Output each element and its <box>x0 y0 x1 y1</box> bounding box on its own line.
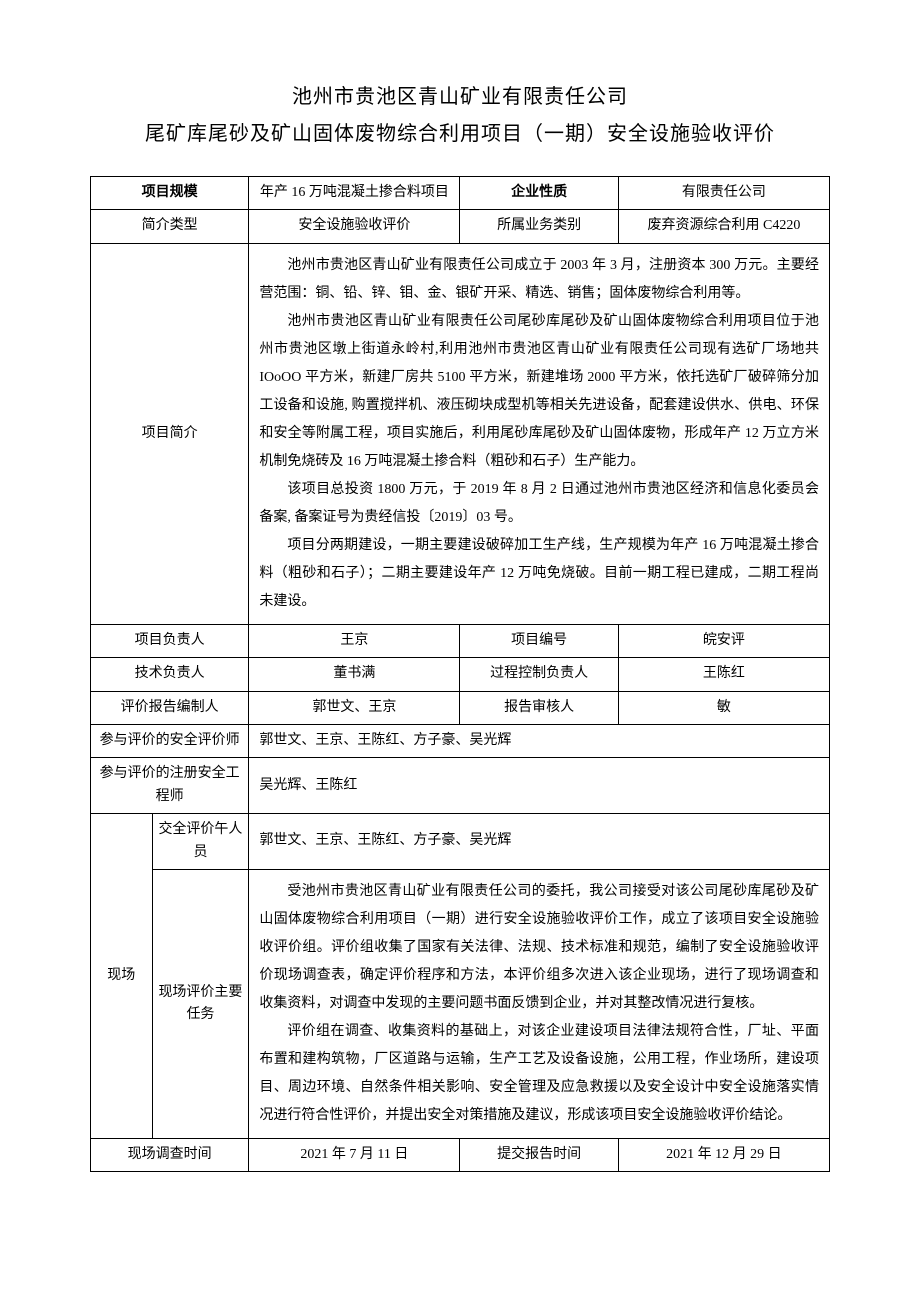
field-eval-content: 受池州市贵池区青山矿业有限责任公司的委托，我公司接受对该公司尾砂库尾砂及矿山固体… <box>249 869 830 1138</box>
doc-subtitle: 尾矿库尾砂及矿山固体废物综合利用项目（一期）安全设施验收评价 <box>90 117 830 146</box>
value-project-no: 皖安评 <box>618 624 829 657</box>
value-onsite-personnel: 郭世文、王京、王陈红、方子豪、吴光辉 <box>249 814 830 870</box>
value-submit-date: 2021 年 12 月 29 日 <box>618 1138 829 1171</box>
label-project-intro: 项目简介 <box>91 243 249 624</box>
value-enterprise-nature: 有限责任公司 <box>618 177 829 210</box>
table-row: 评价报告编制人 郭世文、王京 报告审核人 敏 <box>91 691 830 724</box>
label-intro-type: 简介类型 <box>91 210 249 243</box>
intro-p3: 该项目总投资 1800 万元，于 2019 年 8 月 2 日通过池州市贵池区经… <box>259 476 819 532</box>
field-p2: 评价组在调查、收集资料的基础上，对该企业建设项目法律法规符合性，厂址、平面布置和… <box>259 1018 819 1130</box>
value-business-category: 废弃资源综合利用 C4220 <box>618 210 829 243</box>
table-row: 项目规模 年产 16 万吨混凝土掺合料项目 企业性质 有限责任公司 <box>91 177 830 210</box>
project-intro-content: 池州市贵池区青山矿业有限责任公司成立于 2003 年 3 月，注册资本 300 … <box>249 243 830 624</box>
label-project-scale: 项目规模 <box>91 177 249 210</box>
value-process-control: 王陈红 <box>618 658 829 691</box>
label-business-category: 所属业务类别 <box>460 210 618 243</box>
intro-p4: 项目分两期建设，一期主要建设破碎加工生产线，生产规模为年产 16 万吨混凝土掺合… <box>259 532 819 616</box>
intro-p1: 池州市贵池区青山矿业有限责任公司成立于 2003 年 3 月，注册资本 300 … <box>259 252 819 308</box>
table-row: 现场调查时间 2021 年 7 月 11 日 提交报告时间 2021 年 12 … <box>91 1138 830 1171</box>
table-row: 技术负责人 董书满 过程控制负责人 王陈红 <box>91 658 830 691</box>
main-table: 项目规模 年产 16 万吨混凝土掺合料项目 企业性质 有限责任公司 简介类型 安… <box>90 176 830 1172</box>
label-survey-date: 现场调查时间 <box>91 1138 249 1171</box>
field-p1: 受池州市贵池区青山矿业有限责任公司的委托，我公司接受对该公司尾砂库尾砂及矿山固体… <box>259 878 819 1018</box>
label-tech-lead: 技术负责人 <box>91 658 249 691</box>
label-submit-date: 提交报告时间 <box>460 1138 618 1171</box>
label-project-no: 项目编号 <box>460 624 618 657</box>
label-report-reviewer: 报告审核人 <box>460 691 618 724</box>
value-report-author: 郭世文、王京 <box>249 691 460 724</box>
table-row: 参与评价的注册安全工程师 吴光辉、王陈红 <box>91 758 830 814</box>
value-engineers: 吴光辉、王陈红 <box>249 758 830 814</box>
value-intro-type: 安全设施验收评价 <box>249 210 460 243</box>
value-tech-lead: 董书满 <box>249 658 460 691</box>
value-report-reviewer: 敏 <box>618 691 829 724</box>
label-evaluators: 参与评价的安全评价师 <box>91 724 249 757</box>
label-onsite-personnel: 交全评价午人员 <box>152 814 249 870</box>
intro-p2: 池州市贵池区青山矿业有限责任公司尾砂库尾砂及矿山固体废物综合利用项目位于池州市贵… <box>259 308 819 476</box>
label-engineers: 参与评价的注册安全工程师 <box>91 758 249 814</box>
table-row: 项目简介 池州市贵池区青山矿业有限责任公司成立于 2003 年 3 月，注册资本… <box>91 243 830 624</box>
value-project-scale: 年产 16 万吨混凝土掺合料项目 <box>249 177 460 210</box>
table-row: 现场 交全评价午人员 郭世文、王京、王陈红、方子豪、吴光辉 <box>91 814 830 870</box>
value-evaluators: 郭世文、王京、王陈红、方子豪、吴光辉 <box>249 724 830 757</box>
label-field-eval: 现场评价主要任务 <box>152 869 249 1138</box>
value-survey-date: 2021 年 7 月 11 日 <box>249 1138 460 1171</box>
value-pm: 王京 <box>249 624 460 657</box>
label-process-control: 过程控制负责人 <box>460 658 618 691</box>
table-row: 项目负责人 王京 项目编号 皖安评 <box>91 624 830 657</box>
label-pm: 项目负责人 <box>91 624 249 657</box>
table-row: 简介类型 安全设施验收评价 所属业务类别 废弃资源综合利用 C4220 <box>91 210 830 243</box>
table-row: 现场评价主要任务 受池州市贵池区青山矿业有限责任公司的委托，我公司接受对该公司尾… <box>91 869 830 1138</box>
label-enterprise-nature: 企业性质 <box>460 177 618 210</box>
doc-title: 池州市贵池区青山矿业有限责任公司 <box>90 80 830 109</box>
label-report-author: 评价报告编制人 <box>91 691 249 724</box>
table-row: 参与评价的安全评价师 郭世文、王京、王陈红、方子豪、吴光辉 <box>91 724 830 757</box>
label-onsite-prefix: 现场 <box>91 814 153 1139</box>
